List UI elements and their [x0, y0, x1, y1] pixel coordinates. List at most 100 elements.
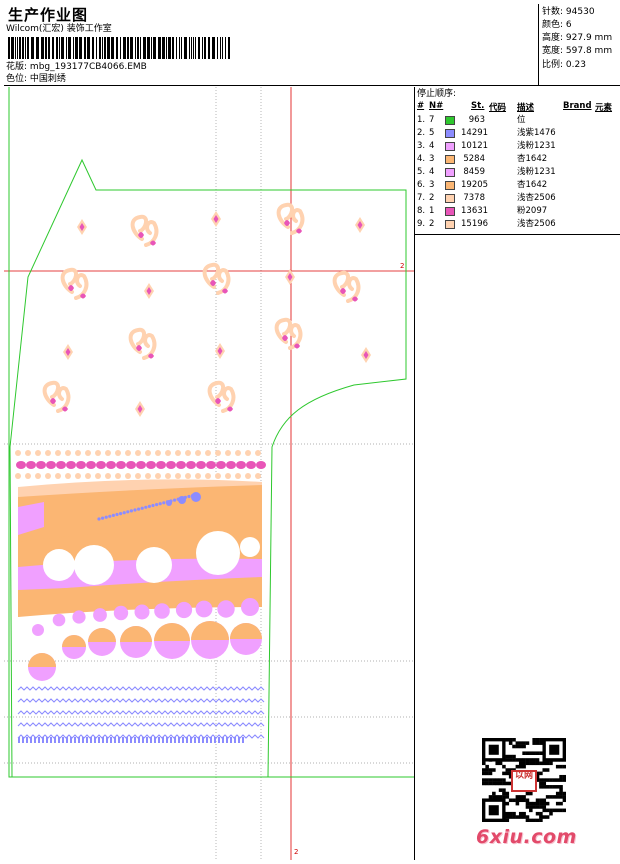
- qr-module: [559, 788, 563, 792]
- qr-module: [485, 768, 489, 772]
- barcode-bar: [8, 37, 10, 59]
- design-label: 花版:: [6, 62, 28, 72]
- pink-circle: [52, 613, 66, 627]
- floral-motif: [138, 232, 144, 238]
- lace-stitch: [142, 737, 144, 743]
- barcode-bar: [27, 37, 29, 59]
- two-tone-circle: [62, 635, 86, 647]
- row-needle: 4: [429, 141, 435, 151]
- qr-module: [505, 781, 510, 786]
- qr-module: [525, 791, 530, 796]
- qr-module: [522, 798, 526, 803]
- pink-circle: [134, 604, 150, 620]
- qr-module: [512, 744, 516, 749]
- two-tone-circle: [88, 628, 116, 642]
- band-flower: [86, 461, 96, 469]
- band-bead: [15, 473, 21, 479]
- qr-module: [522, 741, 526, 745]
- barcode-bar: [96, 37, 97, 59]
- lace-stitch: [202, 737, 204, 743]
- lace-stitch: [42, 737, 44, 743]
- band-bead: [35, 450, 41, 456]
- color-swatch: [445, 129, 455, 138]
- band-flower: [216, 461, 226, 469]
- qr-module: [535, 738, 540, 742]
- qr-module: [505, 771, 510, 776]
- lace-stitch: [190, 737, 192, 743]
- qr-module: [502, 788, 506, 792]
- qr-module: [545, 815, 550, 819]
- lace-stitch: [238, 737, 240, 743]
- barcode-bar: [153, 37, 156, 59]
- barcode-bar: [151, 37, 152, 59]
- barcode-bar: [68, 37, 71, 59]
- lace-stitch: [170, 737, 172, 743]
- border-band: [15, 450, 266, 499]
- qr-module: [545, 761, 550, 766]
- qr-module: [508, 758, 513, 762]
- floral-motif: [352, 296, 358, 302]
- lace-stitch: [218, 737, 220, 743]
- barcode-bar: [11, 37, 14, 59]
- qr-module: [535, 751, 540, 755]
- lace-stitch: [46, 737, 48, 743]
- two-tone-circle: [120, 626, 152, 642]
- row-num: 4.: [417, 154, 426, 164]
- qr-module: [542, 801, 547, 806]
- color-swatch: [445, 168, 455, 177]
- qr-module: [505, 791, 510, 796]
- qr-module: [542, 778, 547, 782]
- qr-module: [542, 768, 547, 772]
- lace-stitch: [114, 737, 116, 743]
- barcode-bar: [111, 37, 114, 59]
- floral-motif: [210, 280, 216, 286]
- diamond-motif: [65, 348, 71, 356]
- trail-dot: [104, 515, 108, 519]
- barcode-bar: [48, 37, 50, 59]
- barcode-bar: [158, 37, 161, 59]
- diamond-motif: [79, 223, 85, 231]
- watermark-logo: 6xiu.com: [476, 826, 577, 848]
- col-brand: Brand: [563, 101, 592, 111]
- qr-module: [515, 801, 520, 806]
- barcode-bar: [25, 37, 26, 59]
- lace-stitch: [74, 737, 76, 743]
- band-flower: [106, 461, 116, 469]
- band-bead: [255, 450, 261, 456]
- garment-outline: [9, 158, 407, 778]
- row-description: 浅杏2506: [517, 193, 556, 203]
- qr-module: [522, 764, 526, 769]
- row-num: 5.: [417, 167, 426, 177]
- lace-stitch: [182, 737, 184, 743]
- band-bead: [245, 473, 251, 479]
- lace-stitch: [178, 737, 180, 743]
- color-label: 色位:: [6, 74, 28, 84]
- qr-module: [529, 758, 533, 762]
- cutout-circle: [74, 545, 114, 585]
- pink-circle: [241, 598, 259, 616]
- qr-module: [532, 818, 536, 823]
- lace-stitch: [122, 737, 124, 743]
- lace-stitch: [50, 737, 52, 743]
- band-bead: [155, 450, 161, 456]
- trail-dot: [178, 496, 186, 504]
- lace-row: [17, 686, 265, 691]
- qr-module: [535, 801, 540, 806]
- band-bead: [165, 450, 171, 456]
- band-bead: [65, 473, 71, 479]
- trail-dot: [187, 494, 191, 499]
- barcode: [8, 37, 232, 59]
- band-bead: [95, 450, 101, 456]
- floral-motif: [340, 288, 346, 294]
- cutout-circle: [196, 531, 240, 575]
- col-num: #: [417, 101, 425, 111]
- floral-motif: [148, 353, 154, 359]
- lace-stitch: [162, 737, 164, 743]
- color-value: 中国刺绣: [29, 74, 66, 84]
- col-code: 代码: [489, 103, 507, 113]
- floral-motif: [62, 406, 68, 412]
- barcode-bar: [220, 37, 221, 59]
- qr-module: [562, 778, 567, 782]
- floral-motif: [282, 335, 288, 341]
- diamond-motif: [217, 347, 223, 355]
